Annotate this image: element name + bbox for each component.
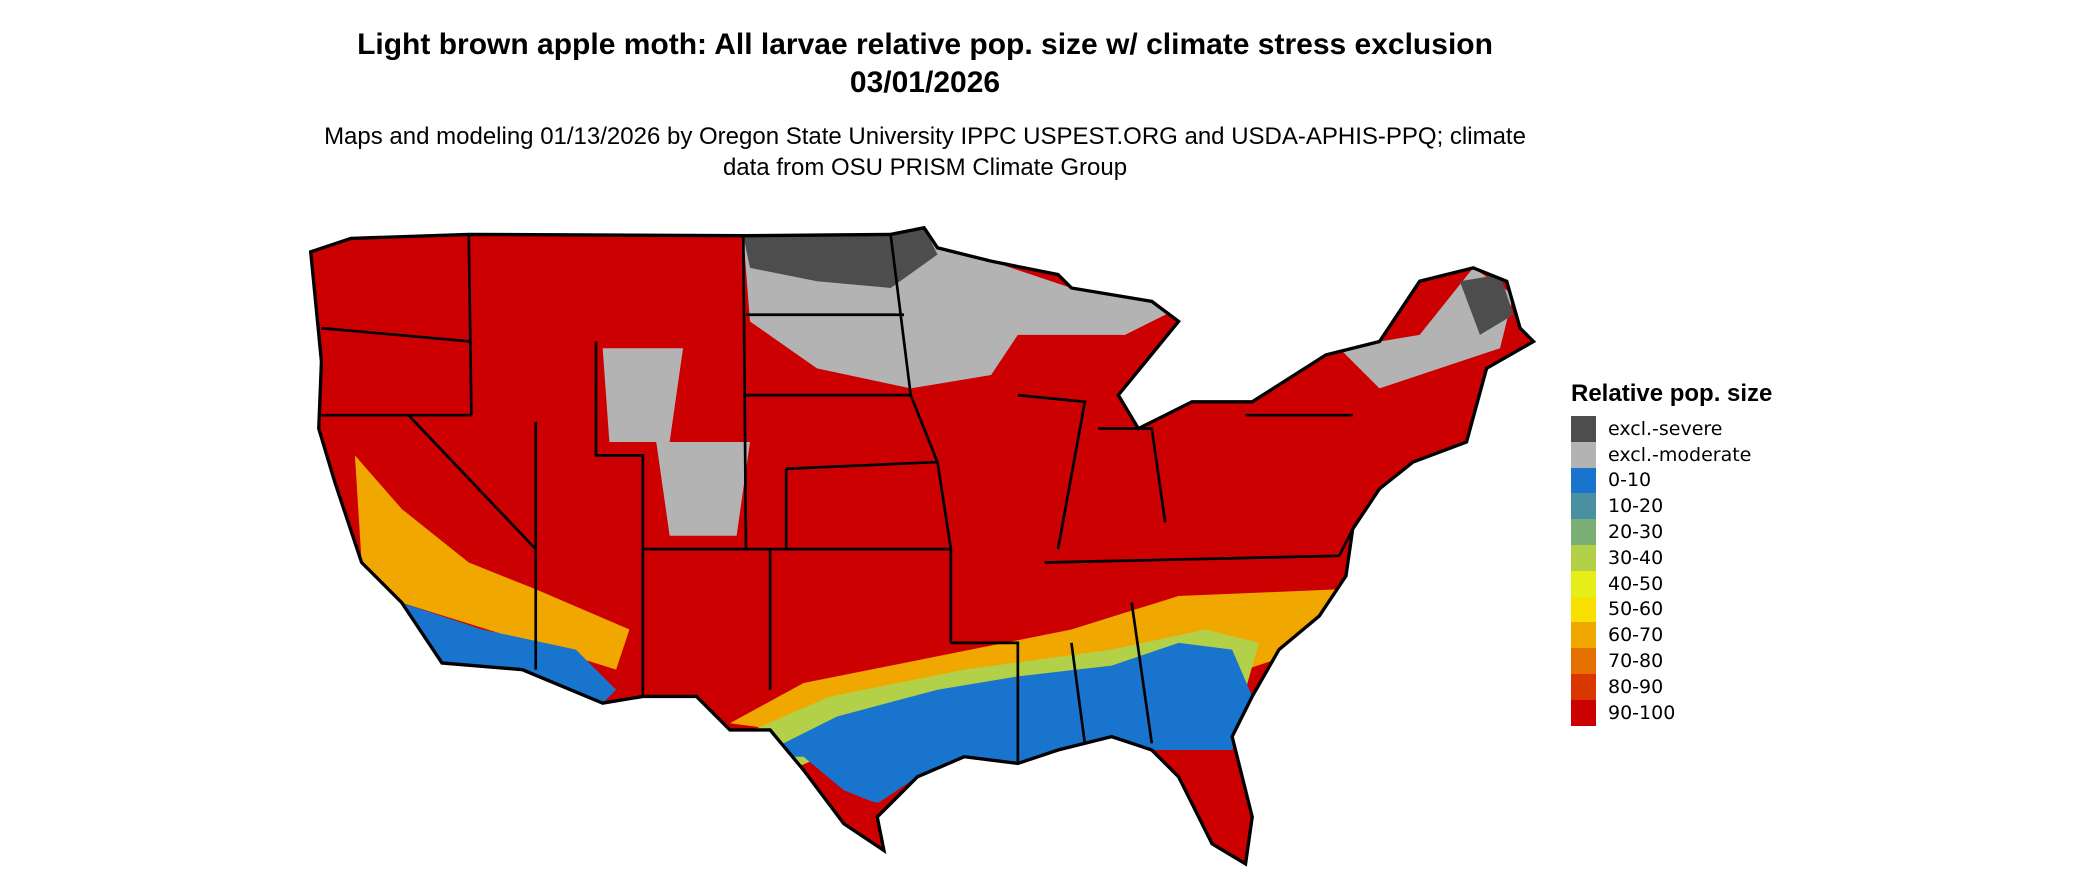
legend-item: excl.-severe [1571, 416, 1772, 442]
legend-label: 20-30 [1608, 521, 1664, 544]
legend-swatch [1571, 570, 1596, 597]
legend-item: 30-40 [1571, 544, 1772, 571]
legend-label: 90-100 [1608, 701, 1676, 724]
legend-label: 30-40 [1608, 546, 1664, 569]
legend-item: 10-20 [1571, 493, 1772, 520]
region-0-10 [401, 602, 1253, 804]
legend-swatch [1571, 699, 1596, 726]
map-subtitle: Maps and modeling 01/13/2026 by Oregon S… [324, 123, 1526, 181]
legend-label: 0-10 [1608, 469, 1652, 492]
legend-label: 60-70 [1608, 624, 1664, 647]
legend-label: 10-20 [1608, 495, 1664, 518]
legend-item: 0-10 [1571, 467, 1772, 494]
legend-swatch [1571, 622, 1596, 649]
legend-swatch [1571, 441, 1596, 468]
legend-item: 70-80 [1571, 648, 1772, 674]
legend-swatch [1571, 648, 1596, 674]
legend-item: 90-100 [1571, 699, 1772, 726]
legend-label: 70-80 [1608, 650, 1664, 673]
legend-label: 50-60 [1608, 598, 1664, 621]
legend-item: 80-90 [1571, 673, 1772, 700]
region-excl-severe [743, 227, 1514, 335]
map-title: Light brown apple moth: All larvae relat… [357, 28, 1493, 99]
legend-swatch [1571, 493, 1596, 520]
legend-swatch [1571, 544, 1596, 571]
legend-swatch [1571, 673, 1596, 700]
legend-item: 50-60 [1571, 596, 1772, 623]
legend-item: excl.-moderate [1571, 441, 1772, 468]
legend-swatch [1571, 467, 1596, 494]
legend: Relative pop. size excl.-severe excl.-mod… [1571, 380, 1772, 726]
legend-label: excl.-severe [1608, 417, 1723, 440]
region-florida-south [843, 763, 1253, 864]
legend-title: Relative pop. size [1571, 380, 1773, 407]
legend-item: 40-50 [1571, 570, 1772, 597]
legend-item: 60-70 [1571, 622, 1772, 649]
legend-label: 40-50 [1608, 572, 1664, 595]
state-borders [321, 234, 1354, 764]
region-excl-moderate [602, 227, 1514, 536]
legend-swatch [1571, 416, 1596, 442]
legend-swatch [1571, 519, 1596, 545]
legend-swatch [1571, 596, 1596, 623]
legend-label: 80-90 [1608, 675, 1664, 698]
legend-item: 20-30 [1571, 519, 1772, 545]
legend-label: excl.-moderate [1608, 443, 1752, 466]
